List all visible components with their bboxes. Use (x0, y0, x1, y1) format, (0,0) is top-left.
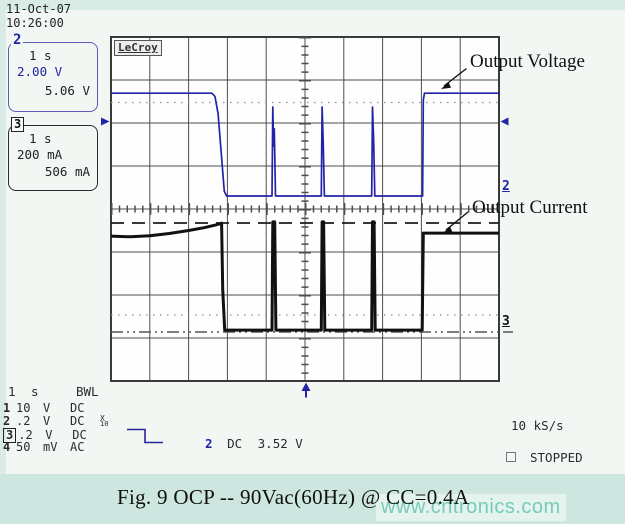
lecroy-logo: LeCroy (114, 40, 162, 56)
sample-rate: 10 kS/s (511, 418, 564, 433)
time-text: 10:26:00 (6, 16, 64, 30)
left-border-band (0, 0, 6, 524)
ch2-number: 2 (3, 414, 11, 428)
graticule-center-axes (111, 37, 499, 381)
acquisition-state-label: STOPPED (530, 450, 583, 465)
channel2-trace-marker: 2 (502, 179, 510, 194)
trigger-level-marker-left (101, 117, 110, 126)
reference-lines (111, 101, 513, 333)
screen-background (111, 37, 499, 381)
timebase-unit: s (31, 384, 39, 399)
channel2-panel-number: 2 (11, 32, 24, 48)
channel2-vdiv: 2.00 V (17, 64, 63, 79)
trigger-level: 3.52 V (257, 436, 303, 451)
graticule-border (110, 36, 500, 382)
channel3-trace-marker: 3 (502, 314, 510, 329)
ch2-scale: .2 (16, 414, 31, 428)
ch2-coupling: DC (70, 414, 85, 428)
ch1-number: 1 (3, 401, 11, 415)
timebase-value: 1 (8, 384, 16, 399)
channel3-timebase: 1 s (29, 131, 52, 146)
probe-mult: 10 (100, 419, 109, 428)
acquisition-state-indicator (506, 452, 516, 462)
ch4-coupling: AC (70, 440, 85, 454)
ch1-unit: V (43, 401, 51, 415)
trigger-coupling: DC (227, 436, 243, 451)
figure-caption: Fig. 9 OCP -- 90Vac(60Hz) @ CC=0.4A (117, 485, 470, 509)
output-voltage-trace (111, 92, 499, 197)
ch3-scale: .2 (18, 428, 33, 442)
voltage-annotation-arrow (441, 67, 467, 89)
ch4-scale: 50 (16, 440, 31, 454)
graticule-grid (111, 37, 499, 381)
ch2-unit: V (43, 414, 51, 428)
channel2-status-row: 2 .2 V DC X 10 (3, 415, 108, 428)
ch3-unit: V (45, 428, 53, 442)
probe-x: X (100, 414, 105, 423)
ch4-number: 4 (3, 440, 11, 454)
channel2-timebase: 1 s (29, 48, 52, 63)
current-annotation-arrow (442, 211, 469, 234)
ch1-coupling: DC (70, 401, 85, 415)
output-current-trace (110, 220, 499, 332)
bandwidth-limit-label: BWL (76, 384, 99, 399)
output-current-label: Output Current (472, 197, 588, 218)
trigger-source-number: 2 (205, 436, 213, 451)
trigger-slope-icon (127, 428, 163, 444)
channel1-status-row: 1 10 V DC (3, 402, 94, 415)
channel3-panel: 3 1 s 200 mA 506 mA (8, 117, 98, 191)
ch3-number: 3 (3, 428, 17, 443)
channel3-vdiv: 200 mA (17, 147, 63, 162)
channel4-status-row: 4 50 mV AC (3, 441, 94, 454)
ch4-unit: mV (43, 440, 58, 454)
channel3-panel-number: 3 (11, 117, 25, 132)
trigger-readout: 2 DC 3.52 V (205, 436, 303, 451)
top-border-band (0, 0, 625, 10)
channel2-reading: 5.06 V (44, 83, 90, 98)
trigger-level-marker-right (500, 117, 509, 126)
channel3-reading: 506 mA (44, 164, 90, 179)
date-text: 11-Oct-07 (6, 2, 72, 16)
ch2-probe-x10: X 10 (100, 414, 109, 428)
channel3-status-row: 3.2 V DC (3, 428, 96, 443)
trigger-time-marker (301, 382, 311, 398)
ch1-scale: 10 (16, 401, 31, 415)
channel2-panel: 2 1 s 2.00 V 5.06 V (8, 33, 98, 112)
ch3-coupling: DC (72, 428, 87, 442)
output-voltage-label: Output Voltage (470, 51, 585, 72)
datetime: 11-Oct-07 10:26:00 (6, 2, 71, 30)
watermark: www.cntronics.com (376, 494, 566, 521)
